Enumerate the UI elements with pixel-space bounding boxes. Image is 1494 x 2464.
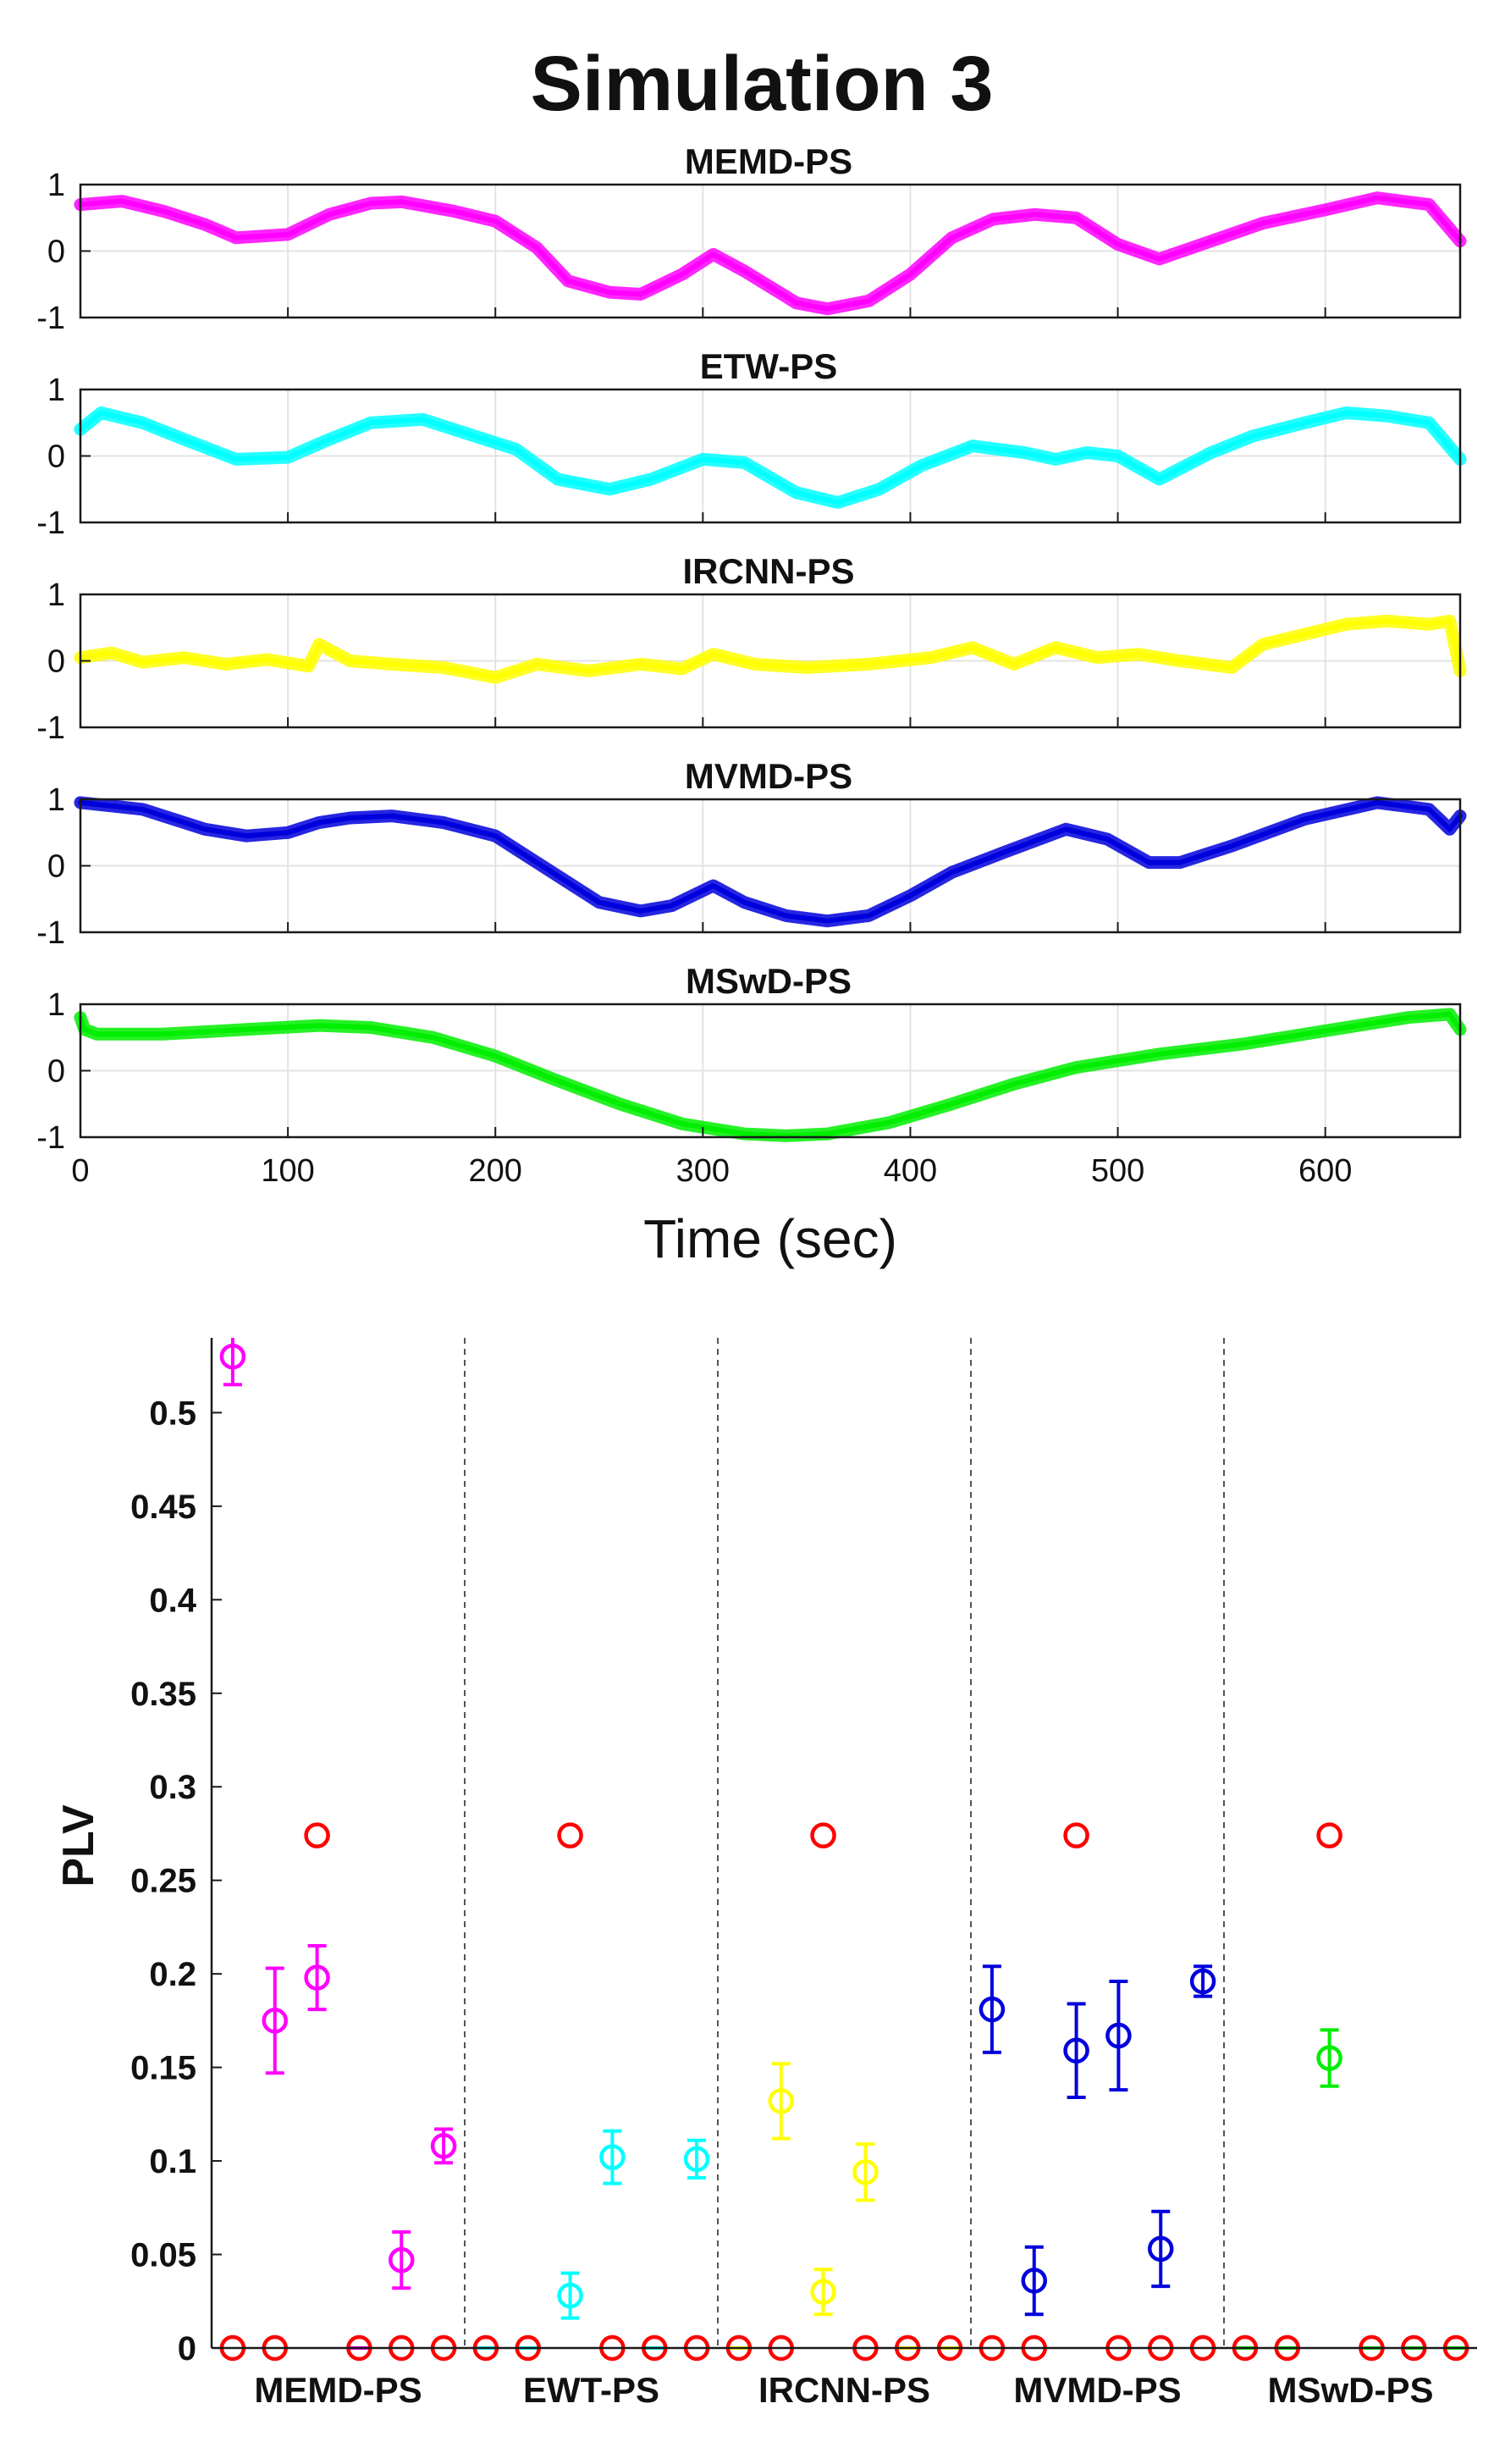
plv-point-memd-ps xyxy=(430,2133,457,2159)
plv-group-label: EWT-PS xyxy=(523,2370,659,2410)
plv-point-mswd-ps xyxy=(1316,2045,1342,2071)
plv-point-ircnn-ps xyxy=(810,2279,836,2305)
series-line-mswd-ps xyxy=(78,1011,1463,1139)
plv-group-label: MSwD-PS xyxy=(1267,2370,1433,2410)
y-tick-label: -1 xyxy=(36,506,65,541)
series-line-ircnn-ps xyxy=(78,618,1463,681)
y-tick-label: 0 xyxy=(47,439,65,475)
y-tick-label: 1 xyxy=(47,987,65,1023)
y-tick-label: -1 xyxy=(36,710,65,746)
plv-point-ewt-ps xyxy=(599,2144,626,2170)
panel-title: MVMD-PS xyxy=(685,756,852,796)
plv-point-mvmd-ps xyxy=(1063,2037,1089,2063)
y-tick-label: 1 xyxy=(47,782,65,818)
reference-marker xyxy=(810,1822,836,1848)
plv-group-label: MEMD-PS xyxy=(254,2370,422,2410)
series-line-memd-ps xyxy=(78,195,1463,312)
reference-marker xyxy=(1063,1822,1089,1848)
y-tick-label: 1 xyxy=(47,373,65,408)
y-tick-label: 1 xyxy=(47,168,65,203)
plv-y-tick-label: 0.25 xyxy=(130,1863,196,1900)
plv-y-tick-label: 0 xyxy=(178,2330,196,2367)
plv-y-axis-label: PLV xyxy=(54,1804,103,1887)
x-tick-label: 200 xyxy=(469,1153,522,1189)
plv-y-tick-label: 0.3 xyxy=(149,1769,196,1806)
panel-title: ETW-PS xyxy=(700,346,837,386)
x-axis-label: Time (sec) xyxy=(643,1208,897,1269)
y-tick-label: 0 xyxy=(47,235,65,270)
panel-title: MEMD-PS xyxy=(685,141,852,181)
y-tick-label: -1 xyxy=(36,301,65,336)
plv-point-ircnn-ps xyxy=(852,2159,879,2185)
plv-point-memd-ps xyxy=(262,2008,288,2034)
plv-group-label: MVMD-PS xyxy=(1013,2370,1181,2410)
x-tick-label: 500 xyxy=(1091,1153,1144,1189)
x-tick-label: 0 xyxy=(71,1153,89,1189)
plv-point-memd-ps xyxy=(304,1964,330,1991)
y-tick-label: 0 xyxy=(47,849,65,885)
x-tick-label: 400 xyxy=(884,1153,937,1189)
plv-y-tick-label: 0.35 xyxy=(130,1676,196,1713)
plv-point-memd-ps xyxy=(219,1343,246,1370)
series-line-mvmd-ps xyxy=(78,799,1463,924)
plv-point-mvmd-ps xyxy=(979,1996,1006,2023)
plv-y-tick-label: 0.5 xyxy=(149,1395,196,1432)
plv-y-tick-label: 0.2 xyxy=(149,1956,196,1993)
plv-point-ircnn-ps xyxy=(768,2088,794,2114)
y-tick-label: 1 xyxy=(47,577,65,613)
plv-point-ewt-ps xyxy=(683,2146,710,2173)
y-tick-label: 0 xyxy=(47,644,65,680)
plv-axes-background xyxy=(212,1338,1477,2348)
x-tick-label: 300 xyxy=(676,1153,730,1189)
reference-marker xyxy=(304,1822,330,1848)
plv-point-mvmd-ps xyxy=(1021,2268,1047,2294)
plv-point-ewt-ps xyxy=(557,2282,583,2309)
y-tick-label: -1 xyxy=(36,1120,65,1156)
plv-point-mvmd-ps xyxy=(1105,2022,1132,2049)
plv-y-tick-label: 0.15 xyxy=(130,2050,196,2087)
plv-y-tick-label: 0.4 xyxy=(149,1582,196,1619)
y-tick-label: -1 xyxy=(36,915,65,951)
plv-point-mvmd-ps xyxy=(1148,2235,1174,2262)
plv-y-tick-label: 0.05 xyxy=(130,2237,196,2274)
x-tick-label: 100 xyxy=(261,1153,314,1189)
plv-y-tick-label: 0.1 xyxy=(149,2143,196,2180)
series-line-etw-ps xyxy=(78,410,1463,506)
plv-point-memd-ps xyxy=(389,2246,415,2273)
plv-point-mvmd-ps xyxy=(1189,1968,1216,1995)
plv-group-label: IRCNN-PS xyxy=(758,2370,930,2410)
reference-marker xyxy=(1316,1822,1342,1848)
x-tick-label: 600 xyxy=(1298,1153,1352,1189)
y-tick-label: 0 xyxy=(47,1054,65,1090)
plv-y-tick-label: 0.45 xyxy=(130,1489,196,1526)
panel-title: IRCNN-PS xyxy=(682,551,854,591)
figure-title: Simulation 3 xyxy=(531,41,994,127)
panel-title: MSwD-PS xyxy=(686,961,852,1001)
reference-marker xyxy=(557,1822,583,1848)
